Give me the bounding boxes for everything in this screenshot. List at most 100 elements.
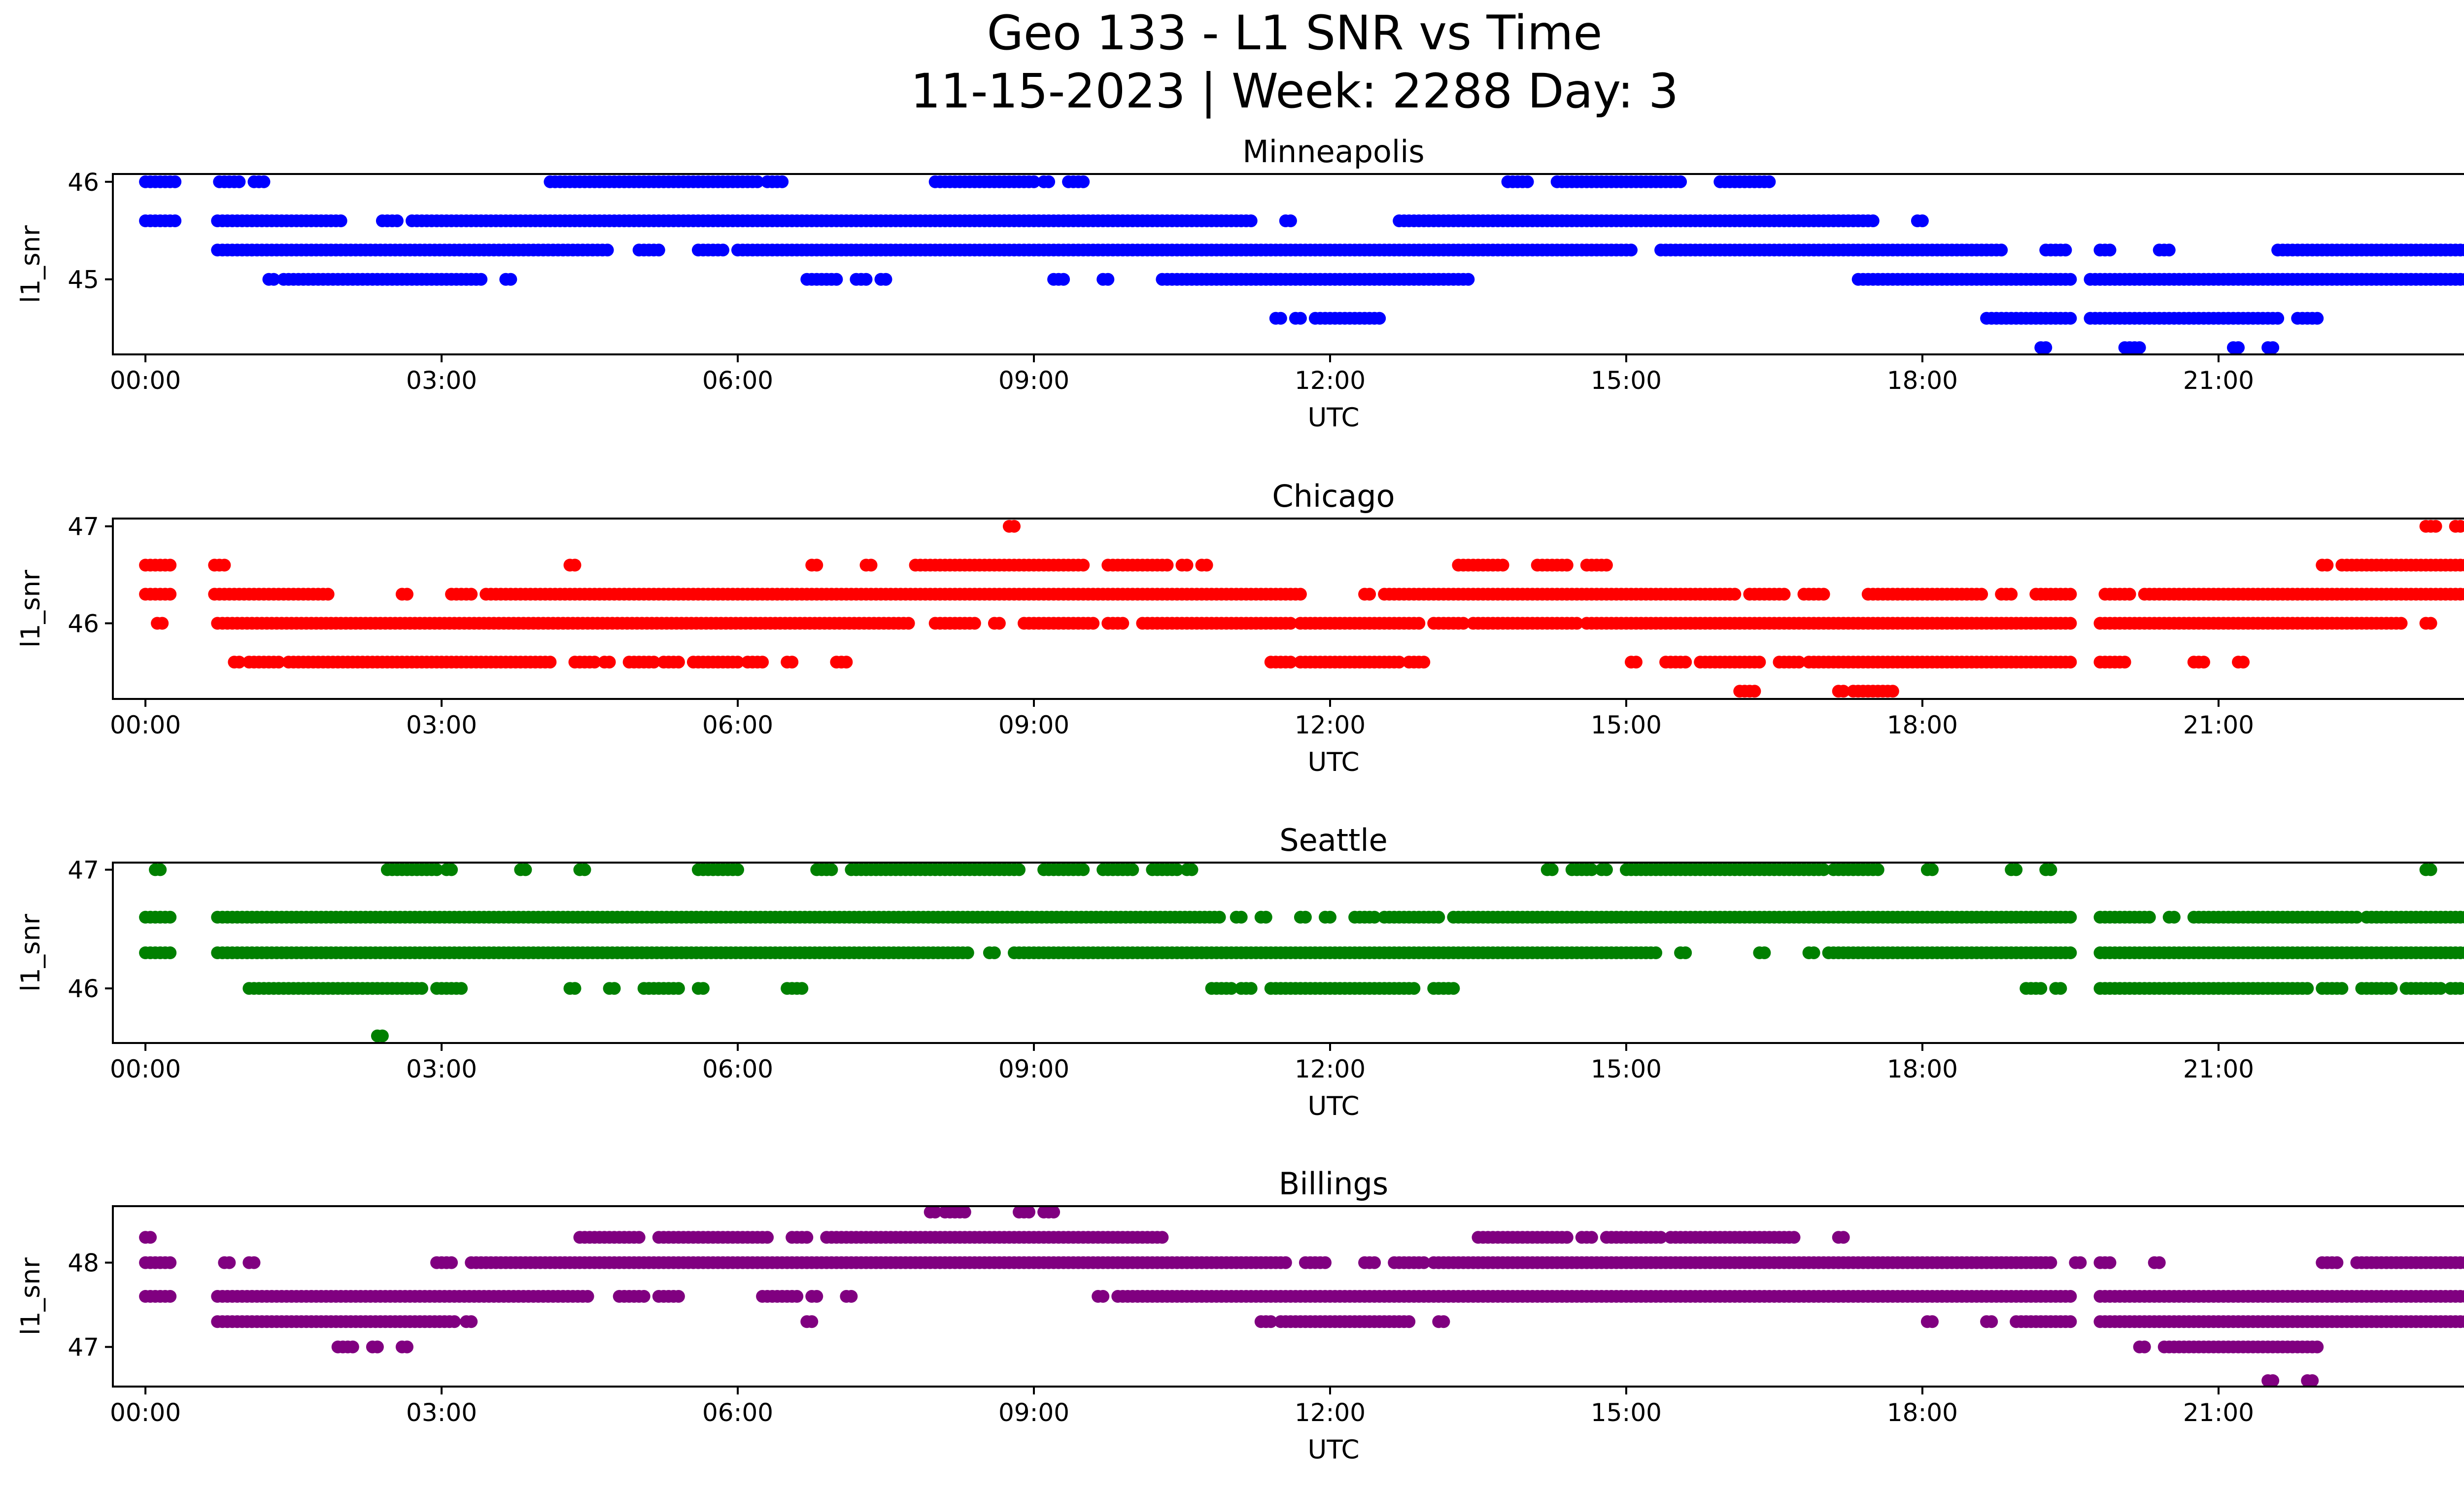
data-point-seattle-b0-s9-6 [1126, 863, 1139, 876]
x-tick-label-billings-3: 09:00 [998, 1398, 1069, 1427]
data-point-billings-b5-s4-31 [2311, 1340, 2324, 1354]
data-point-chicago-b3-s11-98 [2064, 617, 2077, 630]
data-point-minneapolis-b3-s9-43 [2064, 273, 2077, 286]
data-point-billings-b4-s6-1 [1926, 1315, 1939, 1328]
data-point-billings-b0-s1-4 [958, 1206, 971, 1218]
data-point-minneapolis-b2-s5-4 [2059, 243, 2072, 257]
data-point-chicago-b4-s4-1 [603, 656, 616, 669]
data-point-billings-b2-s1-1 [223, 1256, 236, 1269]
x-tick-label-minneapolis-7: 21:00 [2183, 366, 2254, 395]
data-point-minneapolis-b5-s0-1 [2039, 341, 2053, 354]
data-point-billings-b4-s7-1 [1985, 1315, 1998, 1328]
data-point-seattle-b3-s8-2 [1244, 982, 1258, 995]
data-point-chicago-b3-s12-61 [2395, 617, 2408, 630]
data-point-chicago-b4-s20-2 [2197, 656, 2210, 669]
data-point-chicago-b3-s3-1 [992, 617, 1006, 630]
data-point-seattle-b1-s0-5 [164, 910, 177, 924]
data-point-minneapolis-b2-s6-2 [2103, 243, 2117, 257]
x-axis-label-minneapolis: UTC [1307, 403, 1359, 433]
data-point-minneapolis-b0-s6-1 [1042, 175, 1056, 188]
y-tick-label-seattle-0: 46 [68, 974, 99, 1003]
data-point-chicago-b2-s10-2 [2005, 588, 2018, 601]
y-tick-label-minneapolis-0: 45 [68, 266, 99, 294]
y-axis-label-seattle: l1_snr [16, 914, 46, 992]
data-point-chicago-b1-s3-1 [810, 558, 823, 572]
data-point-minneapolis-b5-s2-1 [2232, 341, 2245, 354]
data-point-seattle-b0-s20-1 [2424, 863, 2437, 876]
x-tick-label-billings-0: 00:00 [110, 1398, 181, 1427]
x-tick-label-minneapolis-2: 06:00 [702, 366, 773, 395]
x-axis-label-seattle: UTC [1307, 1091, 1359, 1121]
data-point-seattle-b0-s18-1 [2010, 863, 2023, 876]
data-point-seattle-b2-s4-1 [1679, 946, 1692, 959]
data-point-minneapolis-b0-s2-2 [257, 175, 271, 188]
data-point-chicago-b1-s12-1 [2321, 558, 2334, 572]
data-point-chicago-b4-s18-53 [2064, 656, 2077, 669]
data-point-chicago-b4-s12-20 [1393, 656, 1406, 669]
y-tick-label-billings-1: 48 [68, 1249, 99, 1278]
data-point-minneapolis-b2-s2-5 [717, 243, 729, 257]
data-point-chicago-b3-s7-24 [1412, 617, 1426, 630]
data-point-billings-b1-s3-3 [800, 1231, 814, 1244]
data-point-seattle-b0-s3-1 [519, 863, 532, 876]
data-point-minneapolis-b3-s10-76 [2459, 273, 2464, 286]
data-point-billings-b1-s9-1 [1837, 1231, 1850, 1244]
data-point-billings-b1-s4-68 [1156, 1231, 1169, 1244]
data-point-chicago-b4-s15-4 [1679, 656, 1692, 669]
data-point-seattle-b1-s12-20 [2459, 911, 2464, 924]
data-point-chicago-b4-s3-4 [588, 656, 601, 669]
data-point-seattle-b1-s3-1 [1259, 910, 1272, 924]
data-point-minneapolis-b0-s0-6 [169, 175, 182, 188]
data-point-seattle-b1-s11-33 [2350, 910, 2363, 924]
data-point-billings-b4-s1-1 [465, 1315, 478, 1328]
data-point-billings-b3-s7-1 [1096, 1290, 1110, 1303]
data-point-seattle-b3-s6-3 [795, 982, 809, 995]
data-point-minneapolis-b4-s2-13 [1373, 312, 1386, 325]
data-point-minneapolis-b1-s0-6 [169, 214, 182, 227]
data-point-billings-b2-s11-1 [2153, 1256, 2166, 1269]
data-point-minneapolis-b4-s4-38 [2271, 312, 2285, 325]
data-point-billings-b4-s2-1 [805, 1315, 819, 1328]
data-point-chicago-b2-s3-4 [465, 588, 478, 601]
plot-frame-chicago [112, 518, 2464, 700]
y-axis-label-minneapolis: l1_snr [16, 225, 46, 303]
x-tick-label-seattle-2: 06:00 [702, 1055, 773, 1083]
data-point-chicago-b4-s11-4 [1284, 656, 1297, 669]
x-tick-label-minneapolis-1: 03:00 [406, 366, 477, 395]
data-point-chicago-b3-s13-1 [2424, 617, 2437, 630]
points-seattle [139, 863, 2464, 1043]
data-point-chicago-b4-s17-4 [1792, 656, 1806, 669]
x-tick-label-minneapolis-6: 18:00 [1887, 366, 1958, 395]
points-chicago [139, 520, 2464, 698]
data-point-minneapolis-b3-s3-6 [830, 273, 843, 286]
data-point-seattle-b1-s10-1 [2167, 910, 2181, 924]
data-point-minneapolis-b3-s1-40 [475, 273, 488, 286]
data-point-billings-b4-s8-11 [2064, 1315, 2077, 1328]
x-tick-label-billings-6: 18:00 [1887, 1398, 1958, 1427]
data-point-billings-b0-s3-2 [1047, 1206, 1061, 1218]
y-tick-label-chicago-1: 47 [68, 513, 99, 541]
data-point-billings-b3-s0-5 [164, 1290, 177, 1303]
data-point-chicago-b3-s5-3 [1116, 617, 1129, 630]
data-point-chicago-b1-s1-2 [218, 558, 231, 572]
data-point-chicago-b1-s13-25 [2459, 558, 2464, 572]
data-point-minneapolis-b2-s3-181 [1625, 243, 1638, 257]
data-point-seattle-b1-s6-4 [1368, 910, 1381, 924]
data-point-minneapolis-b3-s7-1 [1101, 273, 1115, 286]
data-point-minneapolis-b3-s8-62 [1462, 273, 1475, 286]
data-point-billings-b3-s8-193 [2064, 1290, 2077, 1303]
data-point-minneapolis-b1-s2-3 [390, 214, 404, 227]
y-tick-label-minneapolis-1: 46 [68, 168, 99, 197]
data-point-seattle-b0-s17-1 [1926, 863, 1939, 876]
data-point-seattle-b1-s2-1 [1234, 910, 1248, 924]
data-point-seattle-b0-s5-8 [731, 863, 744, 876]
data-point-seattle-b3-s17-2 [2454, 982, 2464, 995]
y-tick-label-seattle-1: 47 [68, 856, 99, 884]
data-point-chicago-b5-s2-8 [1886, 685, 1899, 698]
data-point-minneapolis-b2-s8-38 [2459, 243, 2464, 257]
data-point-seattle-b2-s6-1 [1807, 946, 1820, 959]
data-point-minneapolis-b0-s10-10 [1763, 175, 1776, 188]
